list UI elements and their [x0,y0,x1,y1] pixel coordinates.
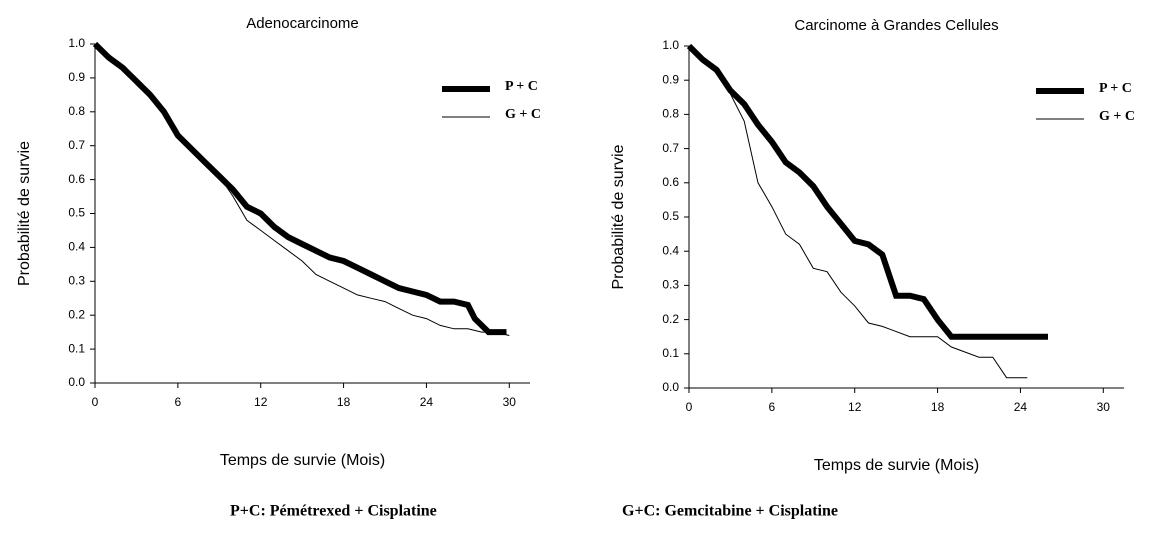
survival-curve [688,45,1028,379]
y-tick-label: 0.7 [662,141,679,155]
y-tick-label: 1.0 [662,38,679,52]
x-tick-label: 0 [686,400,693,414]
y-tick-label: 1.0 [68,36,85,50]
y-tick-label: 0.1 [662,346,679,360]
survival-curve [686,43,1048,340]
y-tick-label: 0.8 [68,104,85,118]
x-tick-label: 0 [92,395,99,409]
x-axis-label: Temps de survie (Mois) [814,457,979,474]
y-tick-label: 0.3 [662,278,679,292]
y-axis-label: Probabilité de survie [16,141,33,286]
legend-label: G + C [1099,109,1135,124]
legend-label: G + C [505,107,541,122]
x-tick-label: 6 [175,395,182,409]
y-axis-label: Probabilité de survie [610,144,627,289]
chart-title: Carcinome à Grandes Cellules [794,17,998,34]
y-tick-label: 0.7 [68,138,85,152]
y-tick-label: 0.9 [662,72,679,86]
y-tick-label: 0.5 [662,209,679,223]
y-tick-label: 0.4 [68,240,85,254]
y-tick-label: 0.8 [662,107,679,121]
survival-curve [92,41,507,336]
legend-label: P + C [1099,81,1132,96]
x-tick-label: 12 [848,400,862,414]
x-tick-label: 12 [254,395,268,409]
y-tick-label: 0.6 [662,175,679,189]
y-tick-label: 0.3 [68,273,85,287]
y-tick-label: 0.4 [662,243,679,257]
x-tick-label: 24 [420,395,434,409]
y-tick-label: 0.2 [68,307,85,321]
y-tick-label: 0.9 [68,70,85,84]
x-tick-label: 6 [769,400,776,414]
x-tick-label: 30 [1097,400,1111,414]
footnote: G+C: Gemcitabine + Cisplatine [622,503,838,520]
chart-title: Adenocarcinome [246,15,359,32]
y-tick-label: 0.1 [68,341,85,355]
x-axis-label: Temps de survie (Mois) [220,452,385,469]
y-tick-label: 0.5 [68,206,85,220]
y-tick-label: 0.6 [68,172,85,186]
survival-curve [94,43,510,336]
y-tick-label: 0.0 [68,375,85,389]
x-tick-label: 18 [337,395,351,409]
x-tick-label: 30 [503,395,517,409]
x-tick-label: 24 [1014,400,1028,414]
x-tick-label: 18 [931,400,945,414]
y-tick-label: 0.0 [662,380,679,394]
footnote: P+C: Pémétrexed + Cisplatine [230,503,437,520]
y-tick-label: 0.2 [662,312,679,326]
legend-label: P + C [505,79,538,94]
